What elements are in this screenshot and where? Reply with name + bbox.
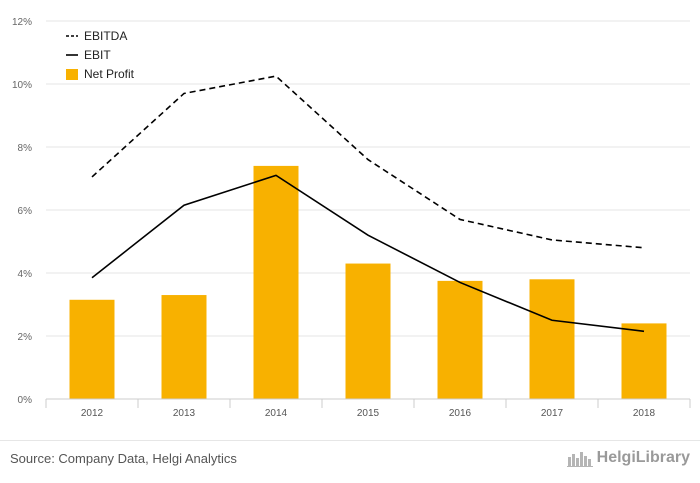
y-tick-label: 8% <box>18 143 33 154</box>
y-tick-label: 12% <box>12 17 32 28</box>
bar-net-profit <box>621 323 667 399</box>
bar-net-profit <box>253 165 299 399</box>
x-tick-label: 2012 <box>81 408 104 419</box>
legend-label-ebit: EBIT <box>84 48 111 62</box>
bar-net-profit <box>437 280 483 399</box>
y-tick-label: 2% <box>18 332 33 343</box>
y-tick-label: 4% <box>18 269 33 280</box>
source-note: Source: Company Data, Helgi Analytics <box>10 451 237 466</box>
y-tick-label: 6% <box>18 206 33 217</box>
x-tick-label: 2018 <box>633 408 656 419</box>
library-icon <box>566 452 593 467</box>
y-tick-label: 10% <box>12 80 32 91</box>
line-ebit <box>91 174 645 333</box>
bar-net-profit <box>529 279 575 399</box>
legend-swatch-net-profit <box>66 69 78 80</box>
x-tick-label: 2017 <box>541 408 564 419</box>
x-tick-label: 2016 <box>449 408 472 419</box>
x-tick-label: 2014 <box>265 408 288 419</box>
brand-name: HelgiLibrary <box>596 449 690 466</box>
bar-net-profit <box>345 263 391 399</box>
x-tick-label: 2013 <box>173 408 196 419</box>
legend-label-ebitda: EBITDA <box>84 29 127 43</box>
chart: 0% 2% 4% 6% 8% 10% 12% 2012 2013 2014 2015 2016 2017… <box>12 17 691 419</box>
bar-net-profit <box>161 295 207 399</box>
footer-divider <box>0 440 700 441</box>
y-tick-label: 0% <box>18 395 33 406</box>
bar-net-profit <box>69 299 115 399</box>
legend-label-net-profit: Net Profit <box>84 67 135 81</box>
x-tick-label: 2015 <box>357 408 380 419</box>
brand-logo[interactable]: HelgiLibrary <box>566 449 690 467</box>
line-ebitda <box>91 75 645 249</box>
